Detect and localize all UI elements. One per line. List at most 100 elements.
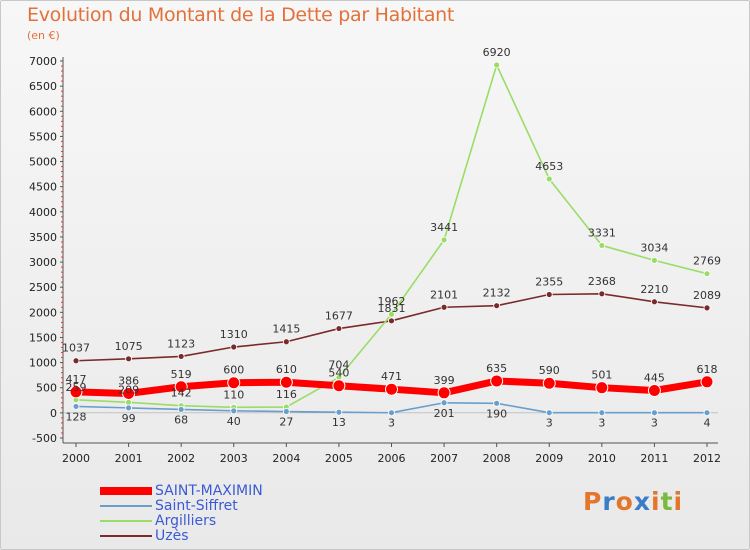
data-point-3 <box>651 298 658 306</box>
data-point-3 <box>703 304 711 312</box>
chart-subtitle: (en €) <box>27 29 60 42</box>
data-point-0 <box>490 374 504 388</box>
data-point-1 <box>125 404 132 412</box>
data-point-3 <box>177 353 185 360</box>
data-label-1: 128 <box>66 410 87 423</box>
data-label-3: 1037 <box>62 342 90 355</box>
data-label-3: 1310 <box>220 328 248 341</box>
data-label-2: 4653 <box>535 160 563 173</box>
y-tick-label: 4000 <box>29 206 57 219</box>
data-label-1: 3 <box>546 417 553 430</box>
data-label-2: 3441 <box>430 221 458 234</box>
logo-letter: i <box>673 487 684 516</box>
x-tick-label: 2012 <box>693 452 721 465</box>
y-tick-label: 3500 <box>29 231 57 244</box>
data-point-3 <box>545 291 553 298</box>
data-label-3: 2368 <box>588 275 616 288</box>
data-label-2: 3331 <box>588 226 616 239</box>
data-label-0: 399 <box>434 374 455 387</box>
logo-letter: o <box>615 487 634 516</box>
data-label-1: 27 <box>279 416 293 429</box>
data-label-2: 1962 <box>378 295 406 308</box>
data-label-3: 1123 <box>167 337 195 350</box>
data-point-1 <box>177 406 185 413</box>
data-label-2: 142 <box>171 387 192 400</box>
data-label-0: 417 <box>66 373 87 386</box>
legend-label: Argilliers <box>155 513 217 529</box>
data-point-3 <box>335 325 343 332</box>
data-point-0 <box>595 381 609 395</box>
y-tick-label: 6500 <box>29 80 57 93</box>
data-label-0: 635 <box>486 362 507 375</box>
data-label-3: 2132 <box>483 287 511 300</box>
x-tick-label: 2010 <box>588 452 616 465</box>
data-point-2 <box>651 256 658 264</box>
data-point-3 <box>493 302 501 310</box>
data-point-0 <box>69 385 83 399</box>
data-label-3: 1677 <box>325 310 353 323</box>
data-point-0 <box>122 386 136 400</box>
data-point-3 <box>282 338 290 346</box>
legend-label: SAINT-MAXIMIN <box>155 483 263 499</box>
data-point-1 <box>703 409 711 417</box>
x-tick-label: 2009 <box>535 452 563 465</box>
data-point-1 <box>230 407 238 415</box>
data-point-3 <box>388 317 395 325</box>
data-point-0 <box>385 382 398 396</box>
data-label-3: 2355 <box>535 275 563 288</box>
y-tick-label: -500 <box>32 432 57 445</box>
data-point-2 <box>125 398 132 406</box>
data-label-3: 2101 <box>430 288 458 301</box>
logo-letter: x <box>633 487 651 516</box>
data-point-0 <box>332 379 346 393</box>
y-tick-label: 1000 <box>29 357 57 370</box>
data-label-1: 68 <box>174 413 188 426</box>
y-tick-label: 2000 <box>29 306 57 319</box>
data-point-1 <box>598 409 606 417</box>
data-label-0: 590 <box>539 364 560 377</box>
data-point-1 <box>388 409 395 417</box>
data-label-0: 519 <box>171 368 192 381</box>
data-point-3 <box>125 355 132 363</box>
y-tick-label: 2500 <box>29 281 57 294</box>
data-label-2: 3034 <box>640 241 668 254</box>
data-label-1: 3 <box>388 417 395 430</box>
x-tick-label: 2006 <box>378 452 406 465</box>
data-point-1 <box>72 403 80 410</box>
data-point-0 <box>279 375 293 389</box>
data-label-3: 1075 <box>115 340 143 353</box>
data-point-1 <box>335 408 343 416</box>
data-label-1: 3 <box>598 417 605 430</box>
data-label-3: 1831 <box>378 302 406 315</box>
y-tick-label: 1500 <box>29 331 57 344</box>
data-label-0: 540 <box>328 367 349 380</box>
logo-letter: P <box>583 487 603 516</box>
data-label-3: 1415 <box>272 323 300 336</box>
data-label-3: 2210 <box>640 283 668 296</box>
proxiti-logo: Proxiti <box>583 487 683 516</box>
logo-letter: t <box>660 487 674 516</box>
data-point-2 <box>388 310 395 318</box>
logo-letter: r <box>602 487 616 516</box>
data-label-1: 40 <box>227 415 241 428</box>
y-tick-label: 3000 <box>29 256 57 269</box>
y-tick-label: 0 <box>50 407 57 420</box>
y-tick-label: 5500 <box>29 130 57 143</box>
data-point-3 <box>72 357 80 365</box>
data-point-3 <box>440 303 448 311</box>
x-tick-label: 2008 <box>483 452 511 465</box>
data-point-3 <box>230 343 238 351</box>
legend-label: Uzès <box>155 528 189 544</box>
data-label-2: 116 <box>276 388 297 401</box>
x-tick-label: 2011 <box>640 452 668 465</box>
legend-swatch <box>100 535 152 537</box>
logo-letter: i <box>651 487 661 516</box>
data-point-1 <box>493 399 501 407</box>
data-label-2: 2769 <box>693 255 721 268</box>
data-label-0: 600 <box>223 364 244 377</box>
data-label-3: 2089 <box>693 289 721 302</box>
data-label-1: 190 <box>486 407 507 420</box>
x-tick-label: 2004 <box>272 452 300 465</box>
